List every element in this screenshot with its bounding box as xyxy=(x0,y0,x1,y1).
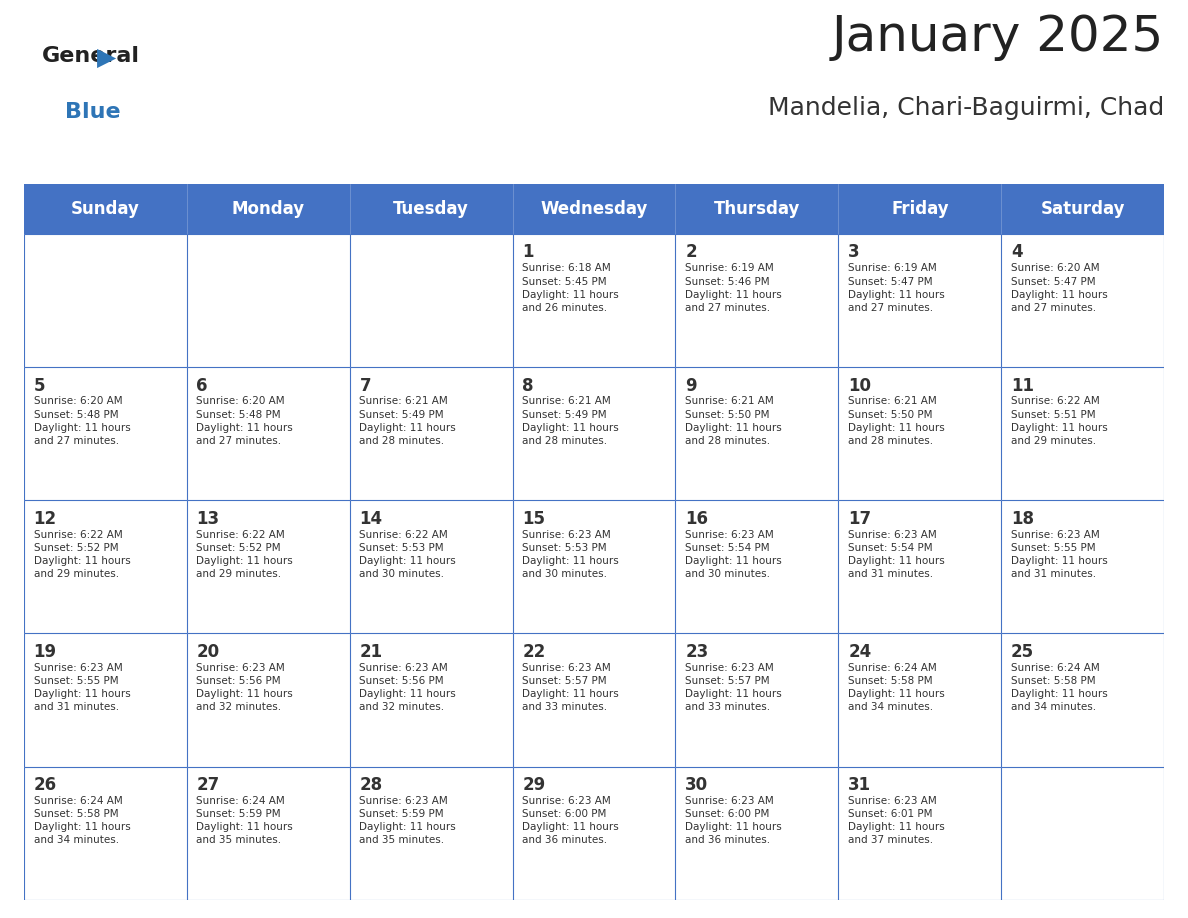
Text: ▶: ▶ xyxy=(97,46,116,71)
Text: Sunrise: 6:23 AM
Sunset: 6:00 PM
Daylight: 11 hours
and 36 minutes.: Sunrise: 6:23 AM Sunset: 6:00 PM Dayligh… xyxy=(685,796,782,845)
Text: Tuesday: Tuesday xyxy=(393,200,469,218)
Text: Sunrise: 6:19 AM
Sunset: 5:46 PM
Daylight: 11 hours
and 27 minutes.: Sunrise: 6:19 AM Sunset: 5:46 PM Dayligh… xyxy=(685,263,782,313)
Text: 14: 14 xyxy=(360,509,383,528)
Text: Sunrise: 6:20 AM
Sunset: 5:47 PM
Daylight: 11 hours
and 27 minutes.: Sunrise: 6:20 AM Sunset: 5:47 PM Dayligh… xyxy=(1011,263,1108,313)
Text: Sunrise: 6:19 AM
Sunset: 5:47 PM
Daylight: 11 hours
and 27 minutes.: Sunrise: 6:19 AM Sunset: 5:47 PM Dayligh… xyxy=(848,263,944,313)
Text: Sunrise: 6:23 AM
Sunset: 5:55 PM
Daylight: 11 hours
and 31 minutes.: Sunrise: 6:23 AM Sunset: 5:55 PM Dayligh… xyxy=(1011,530,1108,579)
Text: 31: 31 xyxy=(848,776,871,794)
Text: 27: 27 xyxy=(196,776,220,794)
Text: Sunrise: 6:20 AM
Sunset: 5:48 PM
Daylight: 11 hours
and 27 minutes.: Sunrise: 6:20 AM Sunset: 5:48 PM Dayligh… xyxy=(196,397,293,446)
Text: Sunrise: 6:23 AM
Sunset: 5:54 PM
Daylight: 11 hours
and 31 minutes.: Sunrise: 6:23 AM Sunset: 5:54 PM Dayligh… xyxy=(848,530,944,579)
Text: Sunrise: 6:23 AM
Sunset: 5:53 PM
Daylight: 11 hours
and 30 minutes.: Sunrise: 6:23 AM Sunset: 5:53 PM Dayligh… xyxy=(523,530,619,579)
Text: Sunrise: 6:23 AM
Sunset: 5:57 PM
Daylight: 11 hours
and 33 minutes.: Sunrise: 6:23 AM Sunset: 5:57 PM Dayligh… xyxy=(523,663,619,712)
Text: 23: 23 xyxy=(685,643,708,661)
Text: Sunrise: 6:21 AM
Sunset: 5:49 PM
Daylight: 11 hours
and 28 minutes.: Sunrise: 6:21 AM Sunset: 5:49 PM Dayligh… xyxy=(360,397,456,446)
Text: Sunrise: 6:24 AM
Sunset: 5:59 PM
Daylight: 11 hours
and 35 minutes.: Sunrise: 6:24 AM Sunset: 5:59 PM Dayligh… xyxy=(196,796,293,845)
Text: 30: 30 xyxy=(685,776,708,794)
Text: 2: 2 xyxy=(685,243,697,262)
Text: 12: 12 xyxy=(33,509,57,528)
Text: 15: 15 xyxy=(523,509,545,528)
Text: Sunrise: 6:23 AM
Sunset: 5:54 PM
Daylight: 11 hours
and 30 minutes.: Sunrise: 6:23 AM Sunset: 5:54 PM Dayligh… xyxy=(685,530,782,579)
Text: Sunrise: 6:22 AM
Sunset: 5:52 PM
Daylight: 11 hours
and 29 minutes.: Sunrise: 6:22 AM Sunset: 5:52 PM Dayligh… xyxy=(33,530,131,579)
Text: 16: 16 xyxy=(685,509,708,528)
Text: Sunrise: 6:22 AM
Sunset: 5:52 PM
Daylight: 11 hours
and 29 minutes.: Sunrise: 6:22 AM Sunset: 5:52 PM Dayligh… xyxy=(196,530,293,579)
Text: Sunrise: 6:22 AM
Sunset: 5:51 PM
Daylight: 11 hours
and 29 minutes.: Sunrise: 6:22 AM Sunset: 5:51 PM Dayligh… xyxy=(1011,397,1108,446)
Text: Sunrise: 6:23 AM
Sunset: 5:55 PM
Daylight: 11 hours
and 31 minutes.: Sunrise: 6:23 AM Sunset: 5:55 PM Dayligh… xyxy=(33,663,131,712)
Text: Sunrise: 6:23 AM
Sunset: 5:56 PM
Daylight: 11 hours
and 32 minutes.: Sunrise: 6:23 AM Sunset: 5:56 PM Dayligh… xyxy=(360,663,456,712)
Text: Mandelia, Chari-Baguirmi, Chad: Mandelia, Chari-Baguirmi, Chad xyxy=(767,95,1164,120)
Text: 5: 5 xyxy=(33,376,45,395)
Text: 25: 25 xyxy=(1011,643,1035,661)
Text: 21: 21 xyxy=(360,643,383,661)
Text: Sunrise: 6:20 AM
Sunset: 5:48 PM
Daylight: 11 hours
and 27 minutes.: Sunrise: 6:20 AM Sunset: 5:48 PM Dayligh… xyxy=(33,397,131,446)
Text: Sunrise: 6:23 AM
Sunset: 5:57 PM
Daylight: 11 hours
and 33 minutes.: Sunrise: 6:23 AM Sunset: 5:57 PM Dayligh… xyxy=(685,663,782,712)
Text: 13: 13 xyxy=(196,509,220,528)
Text: General: General xyxy=(42,46,139,66)
Text: 10: 10 xyxy=(848,376,871,395)
Text: January 2025: January 2025 xyxy=(832,13,1164,62)
Text: 9: 9 xyxy=(685,376,697,395)
Text: Thursday: Thursday xyxy=(714,200,800,218)
Text: 26: 26 xyxy=(33,776,57,794)
Text: Sunrise: 6:21 AM
Sunset: 5:50 PM
Daylight: 11 hours
and 28 minutes.: Sunrise: 6:21 AM Sunset: 5:50 PM Dayligh… xyxy=(685,397,782,446)
Text: Sunrise: 6:24 AM
Sunset: 5:58 PM
Daylight: 11 hours
and 34 minutes.: Sunrise: 6:24 AM Sunset: 5:58 PM Dayligh… xyxy=(1011,663,1108,712)
Text: Sunrise: 6:23 AM
Sunset: 6:00 PM
Daylight: 11 hours
and 36 minutes.: Sunrise: 6:23 AM Sunset: 6:00 PM Dayligh… xyxy=(523,796,619,845)
Text: 29: 29 xyxy=(523,776,545,794)
Text: Sunrise: 6:21 AM
Sunset: 5:50 PM
Daylight: 11 hours
and 28 minutes.: Sunrise: 6:21 AM Sunset: 5:50 PM Dayligh… xyxy=(848,397,944,446)
Text: Wednesday: Wednesday xyxy=(541,200,647,218)
Text: 7: 7 xyxy=(360,376,371,395)
Text: Sunrise: 6:22 AM
Sunset: 5:53 PM
Daylight: 11 hours
and 30 minutes.: Sunrise: 6:22 AM Sunset: 5:53 PM Dayligh… xyxy=(360,530,456,579)
Text: Sunday: Sunday xyxy=(71,200,140,218)
Text: 11: 11 xyxy=(1011,376,1034,395)
Text: 4: 4 xyxy=(1011,243,1023,262)
Text: Friday: Friday xyxy=(891,200,949,218)
Text: 18: 18 xyxy=(1011,509,1034,528)
Text: 22: 22 xyxy=(523,643,545,661)
Text: 17: 17 xyxy=(848,509,871,528)
Text: Sunrise: 6:24 AM
Sunset: 5:58 PM
Daylight: 11 hours
and 34 minutes.: Sunrise: 6:24 AM Sunset: 5:58 PM Dayligh… xyxy=(848,663,944,712)
Text: 24: 24 xyxy=(848,643,872,661)
Text: 1: 1 xyxy=(523,243,533,262)
Text: Blue: Blue xyxy=(65,103,121,122)
Text: 6: 6 xyxy=(196,376,208,395)
Text: Sunrise: 6:23 AM
Sunset: 5:56 PM
Daylight: 11 hours
and 32 minutes.: Sunrise: 6:23 AM Sunset: 5:56 PM Dayligh… xyxy=(196,663,293,712)
Text: 20: 20 xyxy=(196,643,220,661)
Text: Sunrise: 6:21 AM
Sunset: 5:49 PM
Daylight: 11 hours
and 28 minutes.: Sunrise: 6:21 AM Sunset: 5:49 PM Dayligh… xyxy=(523,397,619,446)
Text: Saturday: Saturday xyxy=(1041,200,1125,218)
Text: 19: 19 xyxy=(33,643,57,661)
Text: Monday: Monday xyxy=(232,200,304,218)
Text: 8: 8 xyxy=(523,376,533,395)
Text: Sunrise: 6:23 AM
Sunset: 5:59 PM
Daylight: 11 hours
and 35 minutes.: Sunrise: 6:23 AM Sunset: 5:59 PM Dayligh… xyxy=(360,796,456,845)
Text: 28: 28 xyxy=(360,776,383,794)
Text: Sunrise: 6:23 AM
Sunset: 6:01 PM
Daylight: 11 hours
and 37 minutes.: Sunrise: 6:23 AM Sunset: 6:01 PM Dayligh… xyxy=(848,796,944,845)
Text: Sunrise: 6:24 AM
Sunset: 5:58 PM
Daylight: 11 hours
and 34 minutes.: Sunrise: 6:24 AM Sunset: 5:58 PM Dayligh… xyxy=(33,796,131,845)
Text: Sunrise: 6:18 AM
Sunset: 5:45 PM
Daylight: 11 hours
and 26 minutes.: Sunrise: 6:18 AM Sunset: 5:45 PM Dayligh… xyxy=(523,263,619,313)
Text: 3: 3 xyxy=(848,243,860,262)
